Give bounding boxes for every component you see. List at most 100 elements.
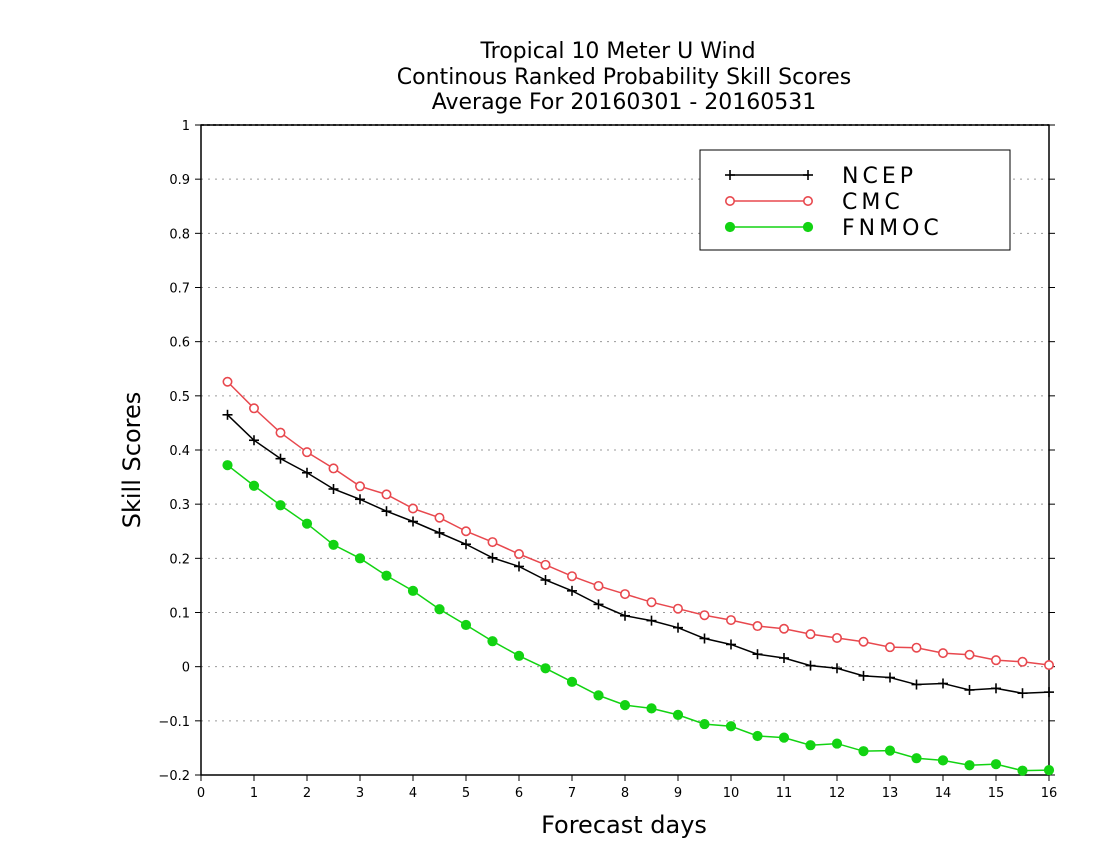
x-tick-label: 13 <box>882 786 899 801</box>
data-point-fnmoc <box>301 518 313 529</box>
y-tick-label: 0.6 <box>169 336 190 351</box>
data-point-cmc <box>275 427 286 438</box>
y-tick-label: 0.4 <box>169 444 190 459</box>
data-point-fnmoc <box>222 460 233 471</box>
data-point-fnmoc <box>328 539 339 550</box>
data-point-cmc <box>566 571 577 582</box>
data-point-ncep <box>328 484 339 494</box>
x-tick-label: 7 <box>568 786 576 801</box>
data-point-fnmoc <box>593 690 604 701</box>
series-layer <box>222 376 1055 776</box>
x-tick-label: 5 <box>462 786 470 801</box>
data-point-ncep <box>249 435 259 446</box>
series-ncep <box>222 409 1054 699</box>
y-axis-title: Skill Scores <box>118 392 146 529</box>
data-point-ncep <box>991 683 1001 694</box>
y-tick-label: −0.2 <box>158 769 190 784</box>
data-point-cmc <box>964 649 975 660</box>
data-point-cmc <box>778 623 789 634</box>
x-axis-title: Forecast days <box>541 811 707 839</box>
legend-label: FNMOC <box>842 216 943 241</box>
data-point-cmc <box>460 526 471 537</box>
data-point-cmc <box>937 648 948 659</box>
x-tick-label: 9 <box>674 786 682 801</box>
chart-title-line-1: Tropical 10 Meter U Wind <box>479 39 755 64</box>
data-point-ncep <box>222 409 233 420</box>
data-point-ncep <box>275 453 286 464</box>
chart-title-line-2: Continous Ranked Probability Skill Score… <box>397 65 851 90</box>
chart-title-line-3: Average For 20160301 - 20160531 <box>432 90 817 115</box>
legend-marker <box>802 196 813 207</box>
data-point-ncep <box>540 575 551 585</box>
y-tick-label: −0.1 <box>158 715 190 730</box>
x-axis: 0 1 2 3 4 5 6 7 8 9 10 11 12 13 14 15 16 <box>197 775 1057 801</box>
data-point-fnmoc <box>805 740 816 751</box>
data-point-cmc <box>301 447 312 458</box>
y-tick-label: 0.8 <box>169 227 190 242</box>
data-point-fnmoc <box>354 553 366 564</box>
data-point-ncep <box>964 684 975 695</box>
data-point-fnmoc <box>275 500 286 511</box>
data-point-ncep <box>699 633 710 644</box>
y-axis: −0.2 −0.1 0 0.1 0.2 0.3 0.4 0.5 0.6 0.7 0.8 0.9 1 <box>158 119 1055 784</box>
data-point-ncep <box>938 678 948 689</box>
legend-marker <box>802 221 814 233</box>
data-point-fnmoc <box>646 703 657 714</box>
data-point-ncep <box>620 610 630 621</box>
data-point-fnmoc <box>619 700 631 711</box>
legend-box <box>699 149 1011 251</box>
data-point-fnmoc <box>911 753 922 764</box>
data-point-ncep <box>593 599 604 610</box>
data-point-cmc <box>858 636 869 647</box>
data-point-cmc <box>911 642 922 653</box>
data-point-ncep <box>514 561 524 572</box>
legend-item-fnmoc: FNMOC <box>724 216 943 241</box>
data-point-cmc <box>1017 656 1028 667</box>
data-point-cmc <box>990 655 1001 666</box>
legend-marker <box>724 196 735 207</box>
data-point-fnmoc <box>381 570 392 581</box>
x-tick-label: 12 <box>829 786 846 801</box>
data-point-ncep <box>461 539 471 550</box>
x-tick-label: 8 <box>621 786 629 801</box>
data-point-ncep <box>832 663 842 674</box>
y-tick-label: 0.2 <box>169 552 190 567</box>
y-tick-label: 0.7 <box>169 282 190 297</box>
data-point-cmc <box>249 403 260 414</box>
y-tick-label: 0.5 <box>169 390 190 405</box>
data-point-cmc <box>222 376 233 387</box>
series-cmc <box>222 376 1055 671</box>
data-point-fnmoc <box>460 619 472 631</box>
data-point-fnmoc <box>858 746 869 757</box>
data-point-fnmoc <box>937 755 949 766</box>
data-point-cmc <box>1044 660 1055 671</box>
data-point-fnmoc <box>884 745 896 756</box>
data-point-ncep <box>885 672 895 683</box>
data-point-cmc <box>725 615 736 626</box>
data-point-ncep <box>487 552 498 563</box>
data-point-fnmoc <box>1017 765 1028 776</box>
x-tick-label: 0 <box>197 786 205 801</box>
data-point-ncep <box>752 649 763 660</box>
data-point-cmc <box>884 642 895 653</box>
data-point-cmc <box>487 537 498 548</box>
x-tick-label: 16 <box>1041 786 1058 801</box>
series-fnmoc <box>222 460 1055 776</box>
x-tick-label: 10 <box>723 786 740 801</box>
data-point-cmc <box>354 481 365 492</box>
data-point-ncep <box>858 670 869 681</box>
series-line-ncep <box>226 414 1050 694</box>
data-point-fnmoc <box>672 709 684 720</box>
data-point-cmc <box>593 580 604 591</box>
data-point-ncep <box>1017 688 1028 699</box>
legend-item-cmc: CMC <box>724 190 900 215</box>
gridlines <box>201 124 1049 722</box>
x-tick-label: 6 <box>515 786 523 801</box>
y-tick-label: 0.1 <box>169 607 190 622</box>
data-point-ncep <box>646 615 657 626</box>
data-point-ncep <box>355 494 365 505</box>
legend-marker <box>803 170 813 180</box>
data-point-fnmoc <box>699 718 710 730</box>
data-point-cmc <box>805 629 816 640</box>
